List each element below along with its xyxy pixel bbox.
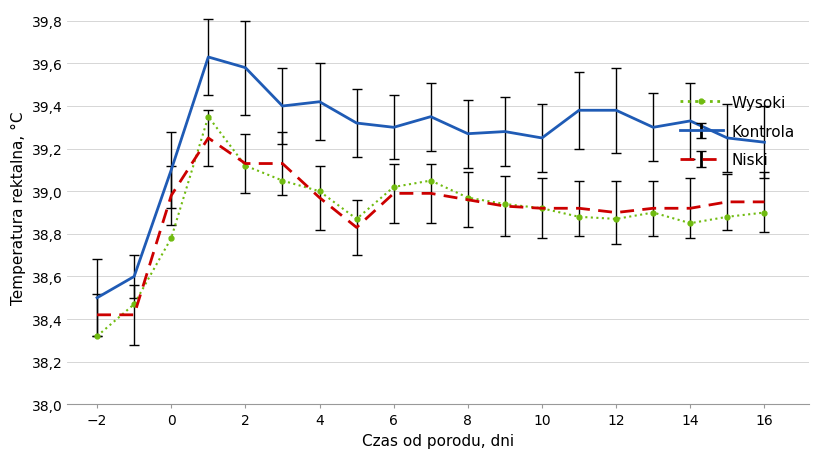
Wysoki <box>573 214 583 220</box>
Wysoki <box>351 217 361 222</box>
Wysoki <box>722 214 731 220</box>
Wysoki <box>536 206 546 212</box>
Wysoki <box>463 196 473 201</box>
Wysoki <box>92 334 102 339</box>
Line: Wysoki: Wysoki <box>94 115 766 339</box>
Wysoki <box>277 179 287 184</box>
Wysoki <box>610 217 620 222</box>
Wysoki <box>388 185 398 190</box>
Wysoki <box>203 115 213 120</box>
Wysoki <box>240 163 250 169</box>
Wysoki <box>129 302 139 307</box>
Wysoki <box>425 179 435 184</box>
Wysoki <box>685 221 695 226</box>
Legend: Wysoki, Kontrola, Niski: Wysoki, Kontrola, Niski <box>673 90 800 174</box>
Wysoki <box>648 210 658 216</box>
Y-axis label: Temperatura rektalna, °C: Temperatura rektalna, °C <box>11 111 26 304</box>
X-axis label: Czas od porodu, dni: Czas od porodu, dni <box>362 433 514 448</box>
Wysoki <box>500 202 509 207</box>
Wysoki <box>314 189 324 195</box>
Wysoki <box>758 210 768 216</box>
Wysoki <box>166 236 176 241</box>
